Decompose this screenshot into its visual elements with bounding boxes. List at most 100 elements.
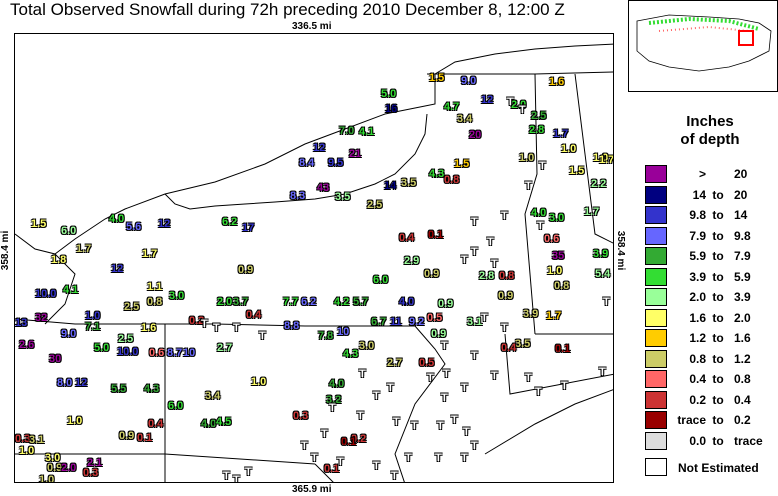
snowfall-observation: 2.7 [217, 342, 233, 354]
legend-row: 1.2 to 1.6 [672, 331, 751, 345]
trace-observation: T [461, 254, 468, 266]
trace-observation: T [491, 258, 498, 270]
snowfall-observation: 2.6 [19, 339, 35, 351]
snowfall-observation: 10.0 [117, 346, 139, 358]
legend-high: 1.2 [734, 351, 751, 366]
snowfall-observation: 2.8 [529, 124, 545, 136]
trace-observation: T [471, 216, 478, 228]
snowfall-observation: 8.3 [290, 190, 306, 202]
snowfall-observation: 0.1 [324, 463, 340, 475]
trace-observation: T [427, 372, 434, 384]
snowfall-observation: 0.8 [147, 296, 163, 308]
snowfall-observation: 4.7 [444, 101, 460, 113]
inset-us-map [636, 14, 772, 72]
snowfall-observation: 0.2 [189, 315, 205, 327]
trace-observation: T [539, 160, 546, 172]
snowfall-observation: 3.1 [29, 434, 45, 446]
trace-observation: T [213, 322, 220, 334]
snowfall-observation: 2.1 [87, 457, 103, 469]
snowfall-observation: 2.5 [531, 110, 547, 122]
legend-low: 0.0 [689, 433, 706, 448]
legend-high: 1.6 [734, 331, 751, 345]
snowfall-observation: 4.0 [531, 207, 547, 219]
de-border [314, 463, 334, 482]
snowfall-observation: 20 [469, 129, 482, 141]
snowfall-observation: 6.0 [373, 274, 389, 286]
state-border-pa [15, 318, 415, 327]
snowfall-observation: 3.5 [401, 177, 417, 189]
state-border-north [427, 71, 613, 75]
trace-observation: T [451, 414, 458, 426]
trace-observation: T [471, 440, 478, 452]
trace-observation: T [245, 466, 252, 478]
legend-high: 7.9 [734, 249, 751, 263]
snowfall-observation: 16 [385, 103, 398, 115]
snowfall-observation: 5.4 [595, 268, 611, 280]
locator-inset-map[interactable] [628, 0, 778, 92]
snowfall-observation: 0.8 [444, 174, 460, 186]
legend-swatch [645, 247, 667, 265]
snowfall-observation: 0.9 [47, 462, 63, 474]
legend-low: 1.6 [689, 310, 706, 325]
snowfall-observation: 5.5 [111, 383, 127, 395]
legend-swatch [645, 390, 667, 409]
ontario-shore [164, 113, 428, 210]
snowfall-observation: 1.5 [454, 158, 470, 170]
trace-observation: T [373, 390, 380, 402]
snowfall-observation: 2.0 [61, 462, 77, 474]
legend-low: 0.8 [689, 351, 706, 366]
snowfall-observation: 0.4 [501, 342, 517, 354]
legend-swatch [645, 431, 667, 450]
snowfall-observation: 4.1 [359, 126, 375, 138]
trace-observation: T [537, 220, 544, 232]
snowfall-observation: 8.8 [284, 320, 300, 332]
trace-observation: T [487, 236, 494, 248]
legend-low: 2.0 [689, 290, 706, 304]
legend-swatch [645, 349, 667, 368]
trace-observation: T [599, 366, 606, 378]
legend-to: to [712, 392, 724, 407]
trace-observation: T [259, 330, 266, 342]
trace-observation: T [461, 382, 468, 394]
legend-low: 14 [692, 187, 706, 202]
snowfall-observation: 6.2 [301, 296, 317, 308]
legend-row: trace to 0.2 [672, 413, 750, 427]
snowfall-observation: 12 [481, 94, 494, 106]
legend-row: 5.9 to 7.9 [672, 249, 751, 263]
snowfall-observation: 1.7 [553, 128, 569, 140]
trace-observation: T [233, 474, 240, 483]
trace-observation: T [443, 368, 450, 380]
snowfall-observation: 1.8 [51, 254, 67, 266]
legend-high: 2.0 [734, 310, 751, 325]
snowfall-observation: 2.0 [217, 296, 233, 308]
legend-row: 14 to 20 [672, 187, 748, 202]
snowfall-observation: 43 [317, 182, 330, 194]
snowfall-observation: 0.5 [427, 312, 443, 324]
snowfall-observation: 1.0 [251, 376, 267, 388]
trace-observation: T [471, 350, 478, 362]
trace-observation: T [437, 420, 444, 432]
trace-observation: T [393, 416, 400, 428]
trace-observation: T [491, 370, 498, 382]
snowfall-observation: 7.0 [339, 125, 355, 137]
snowfall-observation: 1.0 [519, 152, 535, 164]
snowfall-observation: 4.5 [216, 416, 232, 428]
trace-observation: T [471, 246, 478, 258]
legend-swatch [645, 370, 667, 388]
snowfall-observation: 4.0 [329, 378, 345, 390]
trace-observation: T [321, 428, 328, 440]
trace-observation: T [301, 440, 308, 452]
snowfall-observation: 0.3 [293, 410, 309, 422]
snowfall-observation: 1.7 [546, 310, 562, 322]
snowfall-map[interactable]: 1.5 9.0 1.6 5.0 12 16 4.7 3.4 7.0 4.1 20 12 21 8.4 9.5… [14, 33, 614, 483]
legend-high: 9.8 [734, 228, 751, 243]
snowfall-observation: 1.6 [141, 322, 157, 334]
snowfall-observation: 17 [242, 222, 255, 234]
long-island [484, 389, 613, 455]
snowfall-observation: 6.2 [222, 216, 238, 228]
snowfall-observation: 2.5 [118, 333, 134, 345]
legend-row: 0.4 to 0.8 [672, 372, 750, 386]
snowfall-observation: 3.5 [515, 338, 531, 350]
snowfall-observation: 10 [183, 347, 196, 359]
snowfall-observation: 5.0 [94, 342, 110, 354]
